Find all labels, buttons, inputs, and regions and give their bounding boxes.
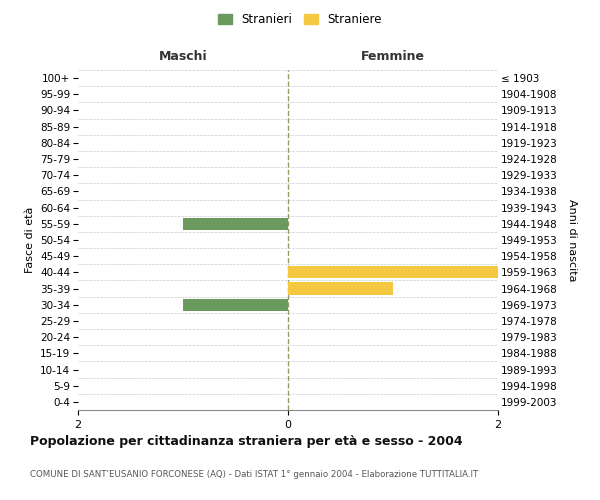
Text: Maschi: Maschi <box>158 50 208 63</box>
Bar <box>288 266 498 278</box>
Y-axis label: Fasce di età: Fasce di età <box>25 207 35 273</box>
Bar <box>183 298 288 311</box>
Y-axis label: Anni di nascita: Anni di nascita <box>567 198 577 281</box>
Bar <box>183 218 288 230</box>
Legend: Stranieri, Straniere: Stranieri, Straniere <box>215 11 385 28</box>
Text: Femmine: Femmine <box>361 50 425 63</box>
Bar <box>288 282 393 294</box>
Text: COMUNE DI SANT'EUSANIO FORCONESE (AQ) - Dati ISTAT 1° gennaio 2004 - Elaborazion: COMUNE DI SANT'EUSANIO FORCONESE (AQ) - … <box>30 470 478 479</box>
Text: Popolazione per cittadinanza straniera per età e sesso - 2004: Popolazione per cittadinanza straniera p… <box>30 435 463 448</box>
